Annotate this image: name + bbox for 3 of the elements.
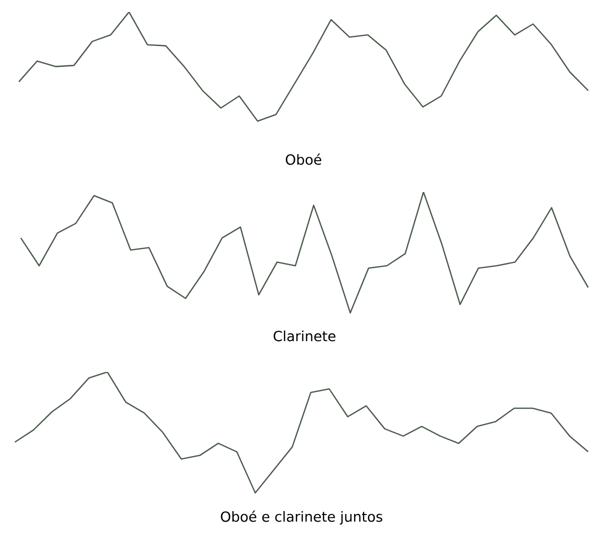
x-axis-title: Oboé bbox=[286, 154, 322, 165]
x-axis-title: Clarinete bbox=[274, 330, 336, 342]
x-axis-title: Oboé e clarinete juntos bbox=[220, 510, 382, 525]
